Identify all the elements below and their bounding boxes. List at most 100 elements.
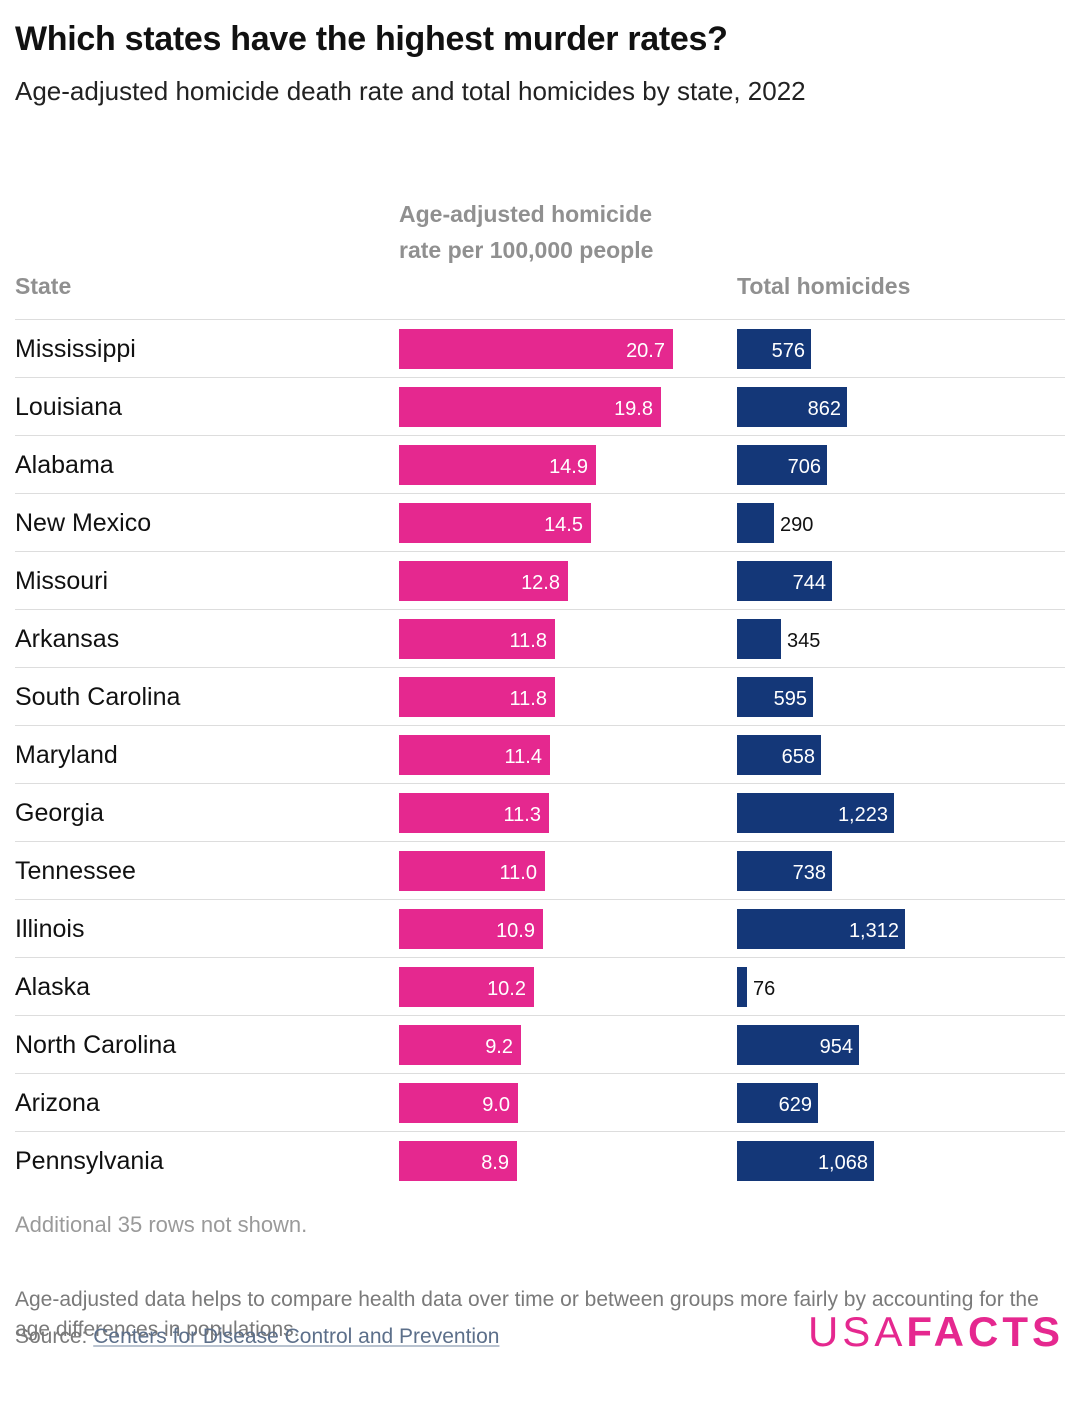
state-name: New Mexico [15,509,152,537]
rate-bar [399,503,591,543]
table-row: Alaska 10.2 76 [15,957,1065,1015]
total-bar [737,503,774,543]
total-bar [737,735,821,775]
total-value-label: 1,312 [848,920,899,942]
total-value-label: 595 [773,688,807,710]
table-row: South Carolina 11.8 595 [15,667,1065,725]
state-name: Alabama [15,451,114,479]
rate-bar [399,1083,518,1123]
rate-value-label: 11.0 [499,862,537,884]
source-line: Source: Centers for Disease Control and … [15,1322,499,1352]
rate-bar [399,561,568,601]
table-row: Pennsylvania 8.9 1,068 [15,1131,1065,1189]
table-row: New Mexico 14.5 290 [15,493,1065,551]
source-prefix: Source: [15,1325,94,1348]
rate-value-label: 20.7 [626,340,665,362]
rate-value-label: 10.9 [496,920,535,942]
total-value-label: 706 [787,456,821,478]
state-name: Arkansas [15,625,120,653]
total-bar [737,619,781,659]
state-name: Arizona [15,1089,100,1117]
total-bar [737,851,832,891]
total-value-label: 290 [780,514,814,536]
total-value-label: 576 [771,340,805,362]
table-row: North Carolina 9.2 954 [15,1015,1065,1073]
total-value-label: 1,223 [837,804,888,826]
total-bar [737,445,827,485]
rate-bar [399,851,545,891]
rate-value-label: 11.8 [509,630,547,652]
table-row: Arizona 9.0 629 [15,1073,1065,1131]
rate-bar [399,1141,517,1181]
rate-value-label: 11.4 [504,746,542,768]
total-value-label: 76 [753,978,776,1000]
rate-bar [399,387,661,427]
total-bar [737,1025,859,1065]
table-row: Arkansas 11.8 345 [15,609,1065,667]
rows-not-shown-note: Additional 35 rows not shown. [15,1212,308,1237]
rate-value-label: 8.9 [481,1152,509,1174]
rate-bar [399,909,543,949]
state-name: Mississippi [15,335,136,363]
rate-bar [399,677,555,717]
total-value-label: 629 [778,1094,812,1116]
total-bar [737,793,894,833]
rate-value-label: 10.2 [487,978,526,1000]
rate-value-label: 12.8 [521,572,560,594]
state-name: Missouri [15,567,109,595]
rate-bar [399,1025,521,1065]
state-name: South Carolina [15,683,181,711]
table-row: Louisiana 19.8 862 [15,377,1065,435]
data-table: Mississippi 20.7 576 Louisiana 19.8 862 Alabam… [15,319,1065,1189]
table-row: Tennessee 11.0 738 [15,841,1065,899]
total-value-label: 345 [787,630,821,652]
logo-part-usa: USA [807,1308,907,1355]
total-bar [737,1083,818,1123]
chart-title: Which states have the highest murder rat… [15,20,728,58]
footnote: Age-adjusted data helps to compare healt… [15,1288,1039,1341]
table-row: Missouri 12.8 744 [15,551,1065,609]
total-bar [737,387,847,427]
state-name: Illinois [15,915,85,943]
rate-bar [399,967,534,1007]
rate-bar [399,329,673,369]
total-bar [737,561,832,601]
chart-subtitle: Age-adjusted homicide death rate and tot… [15,76,806,106]
rate-bar [399,619,555,659]
rate-value-label: 9.0 [482,1094,510,1116]
table-row: Maryland 11.4 658 [15,725,1065,783]
table-row: Illinois 10.9 1,312 [15,899,1065,957]
rate-value-label: 9.2 [485,1036,513,1058]
total-value-label: 744 [792,572,826,594]
rate-bar [399,735,550,775]
total-value-label: 1,068 [817,1152,868,1174]
column-header-state: State [15,273,72,299]
rate-bar [399,793,549,833]
rate-value-label: 11.8 [509,688,547,710]
rate-value-label: 19.8 [614,398,653,420]
usafacts-logo[interactable]: USAFACTS [808,1308,1064,1356]
total-bar [737,909,905,949]
state-name: Pennsylvania [15,1147,164,1175]
total-bar [737,967,747,1007]
logo-part-facts: FACTS [906,1308,1064,1355]
table-row: Alabama 14.9 706 [15,435,1065,493]
total-bar [737,329,811,369]
state-name: Maryland [15,741,118,769]
total-bar [737,1141,874,1181]
total-bar [737,677,813,717]
state-name: Georgia [15,799,104,827]
column-header-total: Total homicides [737,273,911,299]
rate-bar [399,445,596,485]
column-header-rate: Age-adjusted homicide rate per 100,000 p… [399,201,654,263]
state-name: Tennessee [15,857,136,885]
table-row: Mississippi 20.7 576 [15,319,1065,377]
rate-value-label: 14.9 [549,456,588,478]
rate-value-label: 14.5 [544,514,583,536]
total-value-label: 862 [807,398,841,420]
source-link[interactable]: Centers for Disease Control and Preventi… [93,1325,500,1348]
total-value-label: 658 [781,746,815,768]
total-value-label: 954 [819,1036,853,1058]
state-name: Louisiana [15,393,123,421]
table-row: Georgia 11.3 1,223 [15,783,1065,841]
